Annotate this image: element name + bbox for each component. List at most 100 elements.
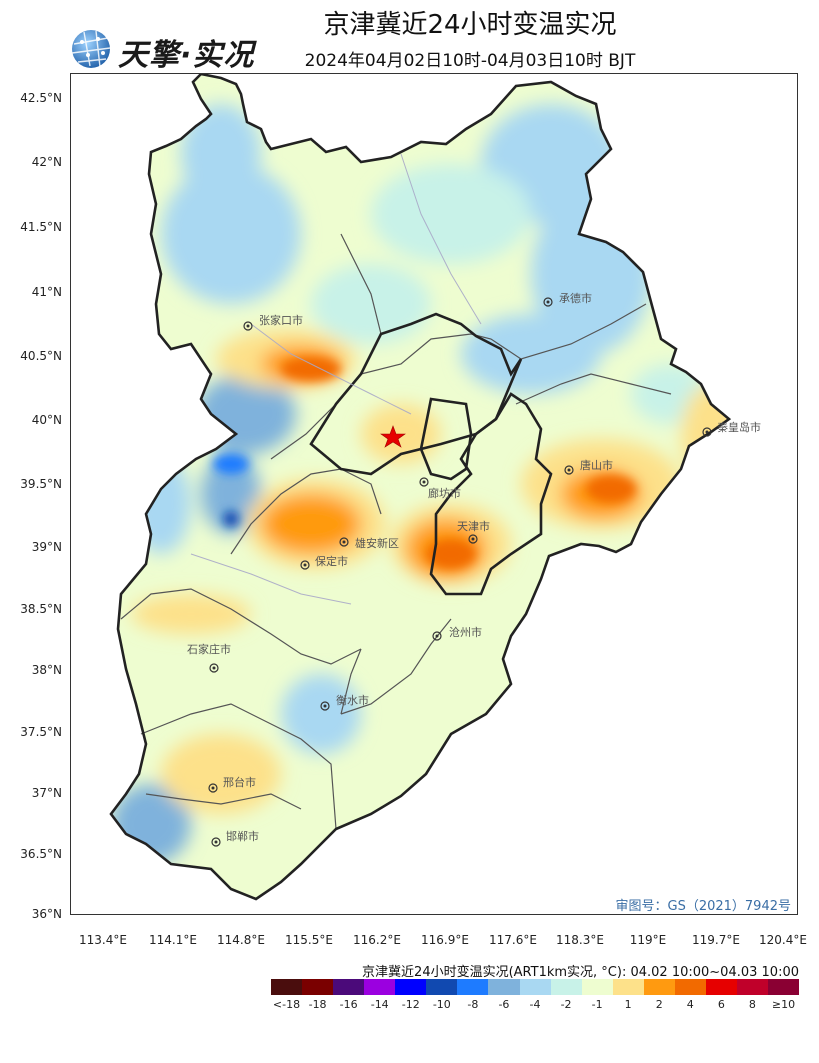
lat-label: 41°N (31, 285, 62, 299)
svg-text:雄安新区: 雄安新区 (355, 536, 399, 550)
city-langfang: 廊坊市 (419, 477, 461, 500)
legend-swatch (612, 979, 644, 995)
legend-swatch (519, 979, 551, 995)
lat-label: 37.5°N (20, 725, 62, 739)
globe-icon (71, 30, 111, 68)
legend-label: -10 (432, 998, 451, 1011)
lon-label: 114.1°E (149, 933, 197, 947)
city-tangshan: 唐山市 (564, 458, 613, 475)
legend-colorbar (271, 979, 800, 995)
svg-text:承德市: 承德市 (559, 291, 592, 305)
lat-label: 40.5°N (20, 349, 62, 363)
legend-label: 2 (655, 998, 663, 1011)
map-canvas: 张家口市 承德市 秦皇岛市 唐山市 廊坊市 天津市 雄安新区 保定市 沧州市 石… (109, 72, 761, 901)
svg-text:衡水市: 衡水市 (336, 693, 369, 707)
lat-label: 36°N (31, 907, 62, 921)
city-shijiazhuang: 石家庄市 (187, 642, 231, 673)
legend-swatch (302, 979, 334, 995)
lon-label: 114.8°E (217, 933, 265, 947)
legend-label: 4 (686, 998, 694, 1011)
legend-swatch (768, 979, 800, 995)
lon-label: 116.9°E (421, 933, 469, 947)
lat-label: 42°N (31, 155, 62, 169)
city-tianjin: 天津市 (457, 519, 490, 544)
legend-swatch (736, 979, 768, 995)
legend-title: 京津冀近24小时变温实况(ART1km实况, °C): 04.02 10:00~… (362, 965, 799, 980)
lon-label: 115.5°E (285, 933, 333, 947)
legend-swatch (581, 979, 613, 995)
svg-text:沧州市: 沧州市 (449, 625, 482, 639)
legend-swatch (426, 979, 458, 995)
legend-swatch (674, 979, 706, 995)
svg-text:保定市: 保定市 (315, 554, 348, 568)
legend-label: -4 (529, 998, 541, 1011)
lat-label: 38°N (31, 663, 62, 677)
lat-label: 40°N (31, 413, 62, 427)
lon-label: 118.3°E (556, 933, 604, 947)
legend-label: 8 (748, 998, 756, 1011)
city-cangzhou: 沧州市 (432, 625, 482, 641)
legend-label: -8 (467, 998, 479, 1011)
province-boundaries (309, 312, 553, 596)
lon-label: 119°E (629, 933, 667, 947)
legend-label: -6 (498, 998, 510, 1011)
city-chengde: 承德市 (543, 291, 592, 307)
city-baoding: 保定市 (300, 554, 348, 570)
lon-label: 116.2°E (353, 933, 401, 947)
lat-label: 39.5°N (20, 477, 62, 491)
legend-label: -16 (339, 998, 358, 1011)
city-xiongan: 雄安新区 (339, 536, 399, 550)
legend-label: ≥10 (771, 998, 796, 1011)
map-subtitle: 2024年04月02日10时-04月03日10时 BJT (304, 51, 636, 71)
legend-label: <-18 (272, 998, 301, 1011)
lat-label: 42.5°N (20, 91, 62, 105)
legend-swatch (364, 979, 396, 995)
city-hengshui: 衡水市 (320, 693, 369, 711)
city-qinhuangdao: 秦皇岛市 (702, 420, 761, 437)
map-review-number: 审图号：GS（2021）7942号 (615, 899, 792, 914)
legend-swatch (271, 979, 303, 995)
lon-label: 117.6°E (489, 933, 537, 947)
rivers (190, 153, 482, 605)
legend-labels: <-18 -18 -16 -14 -12 -10 -8 -6 -4 -2 -1 1 2 4 6 8 ≥10 (271, 998, 799, 1014)
svg-text:张家口市: 张家口市 (259, 313, 303, 327)
legend-swatch (457, 979, 489, 995)
map-title: 京津冀近24小时变温实况 (323, 10, 617, 40)
lat-label: 39°N (31, 540, 62, 554)
legend-label: -1 (591, 998, 603, 1011)
legend-label: 6 (717, 998, 725, 1011)
legend-swatch (705, 979, 737, 995)
lat-label: 37°N (31, 786, 62, 800)
legend-label: -12 (401, 998, 420, 1011)
lon-label: 120.4°E (759, 933, 807, 947)
svg-text:廊坊市: 廊坊市 (428, 486, 461, 500)
tianqing-logo: 天擎·实况 (68, 26, 268, 74)
legend-label: -18 (308, 998, 327, 1011)
lon-label: 119.7°E (692, 933, 740, 947)
brand-name: 天擎·实况 (118, 38, 255, 73)
legend-label: -2 (560, 998, 572, 1011)
legend-swatch (643, 979, 675, 995)
beijing-star-icon (380, 425, 406, 448)
lat-label: 36.5°N (20, 847, 62, 861)
svg-text:邯郸市: 邯郸市 (226, 829, 259, 843)
legend-swatch (395, 979, 427, 995)
svg-text:石家庄市: 石家庄市 (187, 642, 231, 656)
legend-swatch (488, 979, 520, 995)
map-frame: 张家口市 承德市 秦皇岛市 唐山市 廊坊市 天津市 雄安新区 保定市 沧州市 石… (70, 72, 798, 915)
legend-swatch (333, 979, 365, 995)
city-handan: 邯郸市 (211, 829, 259, 847)
svg-text:邢台市: 邢台市 (223, 775, 256, 789)
lat-label: 41.5°N (20, 220, 62, 234)
lat-label: 38.5°N (20, 602, 62, 616)
svg-text:秦皇岛市: 秦皇岛市 (717, 420, 761, 434)
city-xingtai: 邢台市 (208, 775, 256, 793)
city-markers: 张家口市 承德市 秦皇岛市 唐山市 廊坊市 天津市 雄安新区 保定市 沧州市 石… (187, 291, 761, 847)
lon-label: 113.4°E (79, 933, 127, 947)
svg-text:唐山市: 唐山市 (580, 458, 613, 472)
svg-text:天津市: 天津市 (457, 519, 490, 533)
legend-swatch (550, 979, 582, 995)
legend-label: -14 (370, 998, 389, 1011)
legend-label: 1 (624, 998, 632, 1011)
city-zhangjiakou: 张家口市 (243, 313, 303, 331)
